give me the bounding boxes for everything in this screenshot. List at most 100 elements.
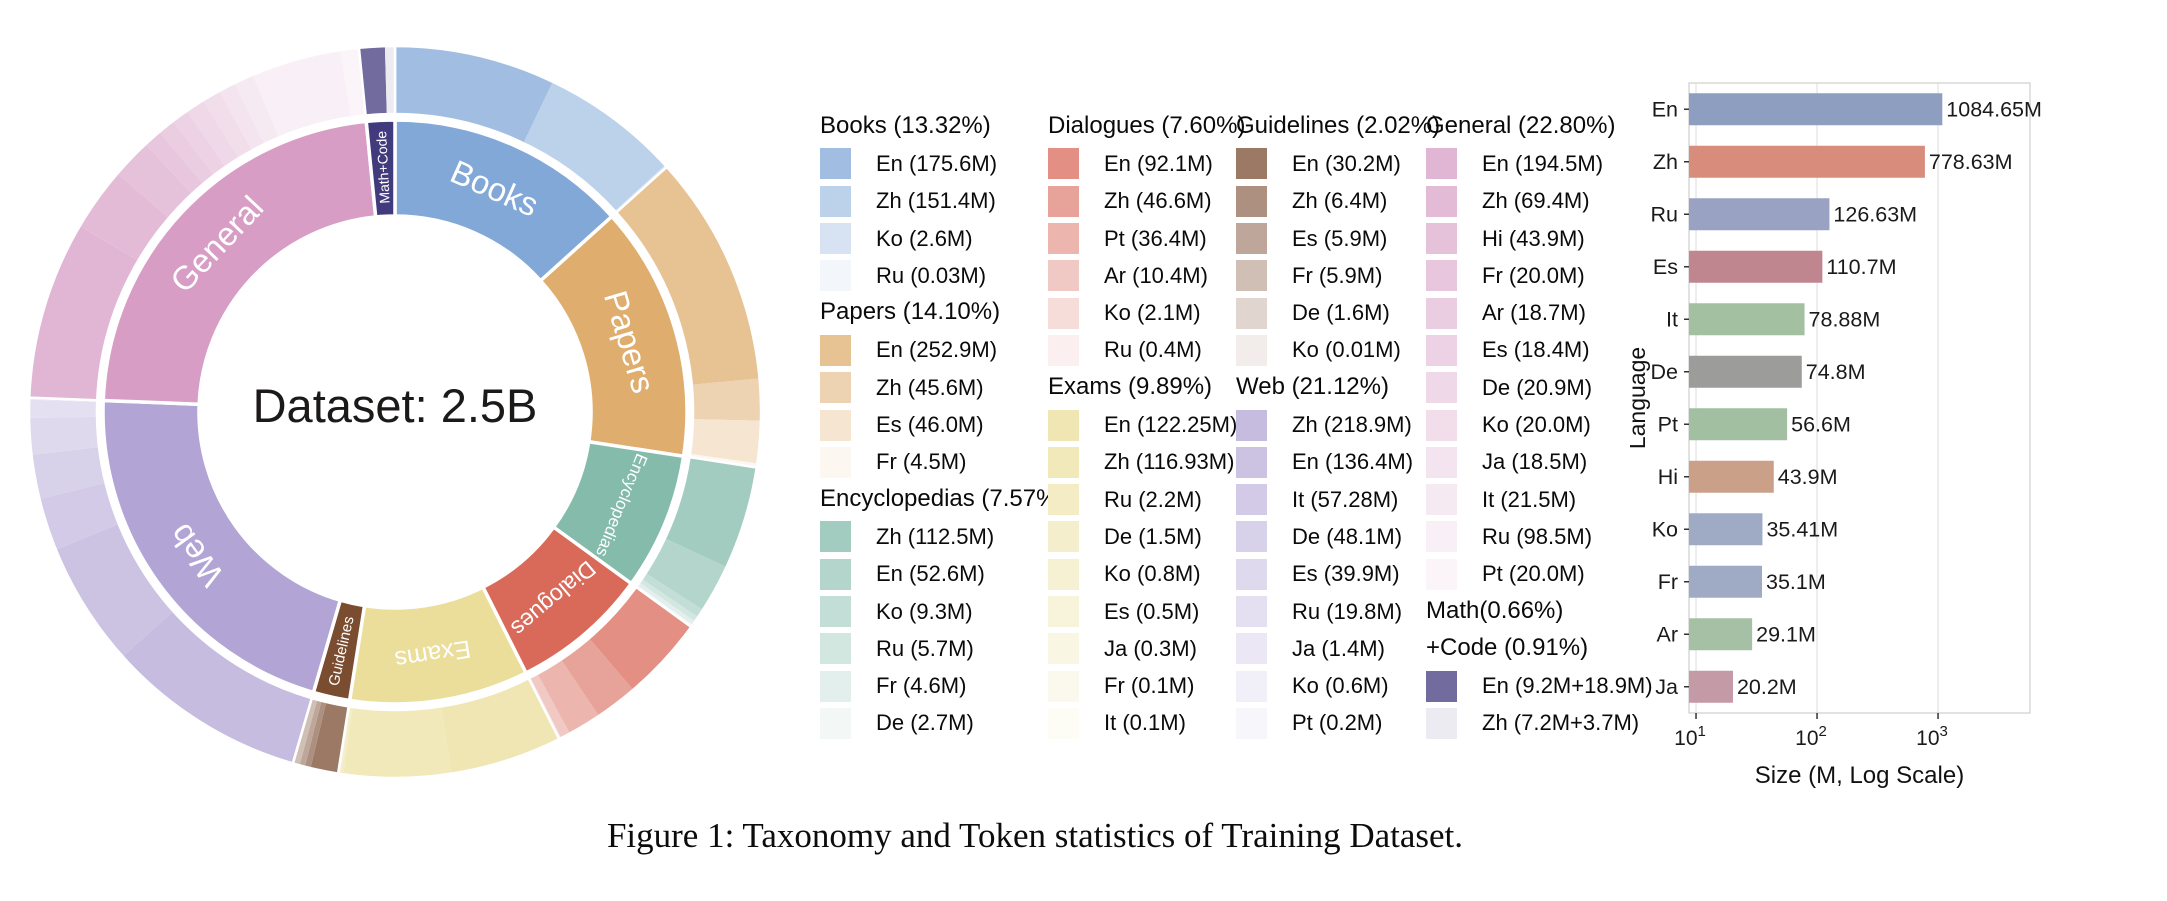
legend-row-general-es: Es (18.4M): [1426, 332, 1653, 369]
legend-swatch: [1426, 558, 1457, 590]
legend-column-4: General (22.80%) En (194.5M) Zh (69.4M) Hi …: [1426, 108, 1653, 742]
sunburst-slice-general-ja: [219, 83, 265, 151]
sunburst-slice-papers-es: [690, 419, 761, 464]
sunburst-slice-books-en: [395, 46, 553, 144]
legend-swatch: [820, 596, 851, 627]
legend-label: Zh (45.6M): [876, 374, 984, 400]
legend-label: Ja (0.3M): [1104, 635, 1197, 661]
legend-swatch: [820, 148, 851, 180]
legend-label: Ru (98.5M): [1482, 523, 1593, 549]
legend-swatch: [1048, 707, 1079, 739]
legend-swatch: [1426, 297, 1457, 329]
bar-ru: [1689, 198, 1830, 231]
sunburst-slice-general-pt: [340, 47, 366, 118]
legend-row-papers-fr: Fr (4.5M): [820, 444, 1065, 481]
legend-swatch: [820, 185, 851, 217]
sunburst-slice-general-es: [173, 110, 226, 176]
sunburst-slice-dialogues-ar: [530, 673, 570, 739]
legend-row-encyclopedias-ru: Ru (5.7M): [820, 630, 1065, 667]
sunburst-slice-dialogues-en: [589, 587, 692, 690]
legend-label: Ru (5.7M): [876, 635, 974, 661]
legend-row-general-fr: Fr (20.0M): [1426, 257, 1653, 294]
legend-header-exams: Exams (9.89%): [1048, 373, 1213, 401]
y-tick-label-de: De: [1651, 360, 1678, 384]
legend-label: It (57.28M): [1292, 486, 1399, 512]
legend-label: Fr (4.5M): [876, 449, 967, 475]
legend-column-2: Dialogues (7.60%) En (92.1M) Zh (46.6M) Pt …: [1048, 108, 1245, 742]
legend-row-general-pt: Pt (20.0M): [1426, 556, 1653, 593]
y-tick-label-ko: Ko: [1652, 517, 1678, 541]
plot-border: [1688, 82, 2031, 714]
legend-swatch: [1236, 260, 1267, 292]
legend-label: Ar (10.4M): [1104, 262, 1208, 288]
legend-swatch: [1236, 409, 1267, 441]
sunburst-slice-general-en: [29, 225, 139, 401]
legend-swatch: [1426, 148, 1457, 180]
sunburst-slice-web-it: [39, 482, 119, 550]
y-axis-title: Language: [1630, 347, 1650, 449]
legend-row-guidelines-ko: Ko (0.01M): [1236, 332, 1440, 369]
legend-label: En (30.2M): [1292, 150, 1401, 176]
legend-label: En (122.25M): [1104, 412, 1238, 438]
legend-label: De (2.7M): [876, 710, 974, 736]
bar-value-fr: 35.1M: [1766, 570, 1826, 594]
legend-header-mathcode: +Code (0.91%): [1426, 634, 1589, 662]
legend-row-mathcode-zh: Zh (7.2M+3.7M): [1426, 705, 1653, 742]
legend-swatch: [1426, 185, 1457, 217]
legend-label: Ja (1.4M): [1292, 635, 1385, 661]
legend-swatch: [1048, 596, 1079, 627]
legend-swatch: [820, 521, 851, 553]
legend-row-web-ja: Ja (1.4M): [1236, 630, 1440, 667]
legend-row-encyclopedias-ko: Ko (9.3M): [820, 593, 1065, 630]
sunburst-slice-dialogues-pt: [537, 659, 599, 734]
bar-value-ar: 29.1M: [1756, 622, 1816, 646]
legend-swatch: [820, 260, 851, 292]
sunburst-slice-exams-ru: [341, 706, 353, 775]
bar-value-pt: 56.6M: [1791, 412, 1851, 436]
sunburst-slice-encyclopedias-en: [645, 538, 727, 610]
legend-label: Fr (0.1M): [1104, 673, 1195, 699]
legend-label: Ar (18.7M): [1482, 300, 1586, 326]
legend-row-dialogues-en: En (92.1M): [1048, 145, 1245, 182]
y-tick-label-it: It: [1666, 307, 1678, 331]
legend-swatch: [1236, 446, 1267, 478]
bar-ar: [1689, 618, 1753, 651]
legend-swatch: [1048, 223, 1079, 255]
legend-row-papers-es: Es (46.0M): [820, 406, 1065, 443]
sunburst-slice-general-fr: [145, 131, 204, 194]
legend-row-general-zh: Zh (69.4M): [1426, 183, 1653, 220]
sunburst-slice-general-de: [186, 100, 239, 167]
figure-caption: Figure 1: Taxonomy and Token statistics …: [606, 816, 1464, 855]
legend-header-mathcode: Math(0.66%): [1426, 596, 1564, 624]
bar-pt: [1689, 408, 1788, 441]
sunburst-slice-papers-en: [616, 166, 760, 385]
legend-row-general-hi: Hi (43.9M): [1426, 220, 1653, 257]
sunburst-slice-general-zh: [79, 173, 169, 261]
legend-label: Pt (0.2M): [1292, 710, 1383, 736]
legend-swatch: [820, 409, 851, 441]
legend-label: Zh (7.2M+3.7M): [1482, 710, 1640, 736]
sunburst-slice-exams-zh: [343, 706, 452, 778]
legend-row-general-ko: Ko (20.0M): [1426, 406, 1653, 443]
legend-row-encyclopedias-en: En (52.6M): [820, 556, 1065, 593]
legend-label: Ko (0.6M): [1292, 673, 1389, 699]
legend-row-dialogues-ar: Ar (10.4M): [1048, 257, 1245, 294]
legend-label: Ko (0.01M): [1292, 337, 1401, 363]
legend-label: Ru (0.4M): [1104, 337, 1202, 363]
legend-swatch: [1048, 334, 1079, 366]
bar-de: [1689, 355, 1802, 388]
legend-label: Hi (43.9M): [1482, 225, 1585, 251]
legend-label: It (0.1M): [1104, 710, 1186, 736]
legend-label: It (21.5M): [1482, 486, 1577, 512]
legend-row-exams-ja: Ja (0.3M): [1048, 630, 1245, 667]
sunburst-label-mathcode: Math+Code: [373, 130, 393, 204]
legend-row-exams-de: De (1.5M): [1048, 518, 1245, 555]
legend-row-general-it: It (21.5M): [1426, 481, 1653, 518]
language-bar-chart: 1084.65M En 778.63M Zh 126.63M Ru 110.7M Es 78.8…: [1630, 82, 2042, 789]
legend-swatch: [1426, 409, 1457, 441]
legend-row-dialogues-ko: Ko (2.1M): [1048, 294, 1245, 331]
legend-row-books-ru: Ru (0.03M): [820, 257, 1065, 294]
legend-label: Ru (19.8M): [1292, 598, 1403, 624]
legend-swatch: [820, 446, 851, 478]
